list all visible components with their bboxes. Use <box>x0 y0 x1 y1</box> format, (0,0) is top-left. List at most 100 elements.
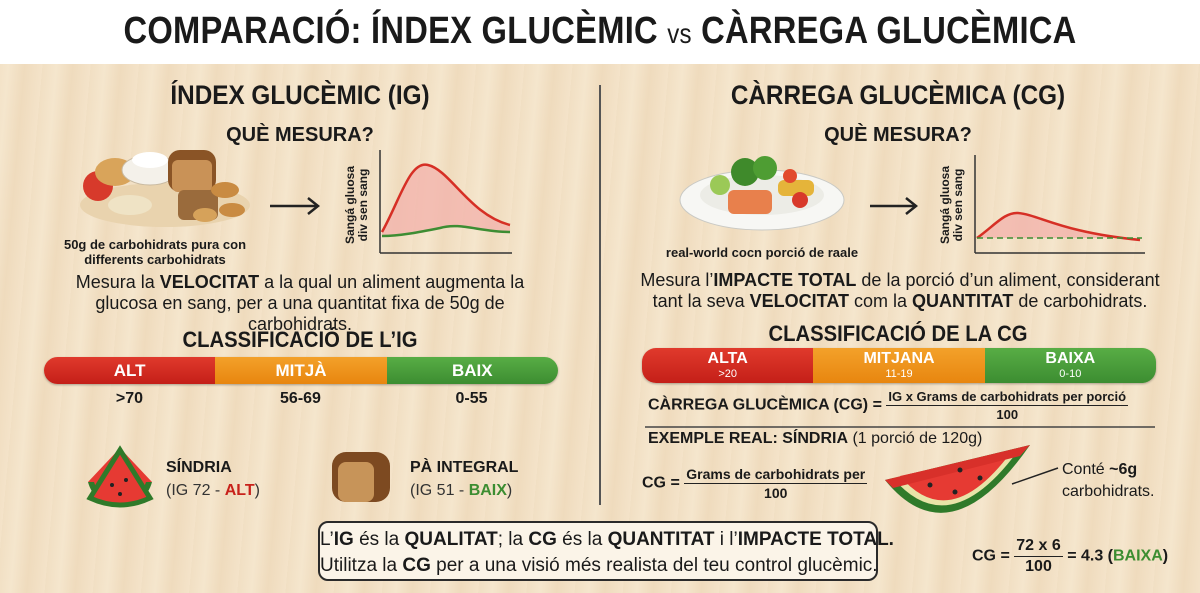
text: CG <box>402 555 431 576</box>
level-range: 0-55 <box>455 390 488 407</box>
classification-title: CLASSIFICACIÓ DE LA CG <box>768 321 1028 346</box>
shape <box>193 208 217 222</box>
text: com la <box>848 291 913 311</box>
shape <box>338 462 374 502</box>
text: Utilitza la <box>320 555 403 576</box>
denominator: 100 <box>764 485 788 501</box>
shape <box>753 156 777 180</box>
shape <box>132 152 168 168</box>
left-question: QUÈ MESURA? <box>226 124 374 146</box>
shape <box>731 158 759 186</box>
level-range: >70 <box>115 390 144 407</box>
text: BAIX <box>468 482 507 499</box>
image-caption: real-world cocn porció de raale <box>665 245 859 260</box>
text: (IG 51 - <box>410 482 469 499</box>
text: Mesura l’ <box>640 270 714 290</box>
shape <box>211 182 239 198</box>
level-label: MITJANA <box>863 350 935 367</box>
shape <box>110 483 114 487</box>
left-description: Mesura la VELOCITAT a la qual un aliment… <box>60 272 540 335</box>
numerator: 72 x 6 <box>1014 537 1063 557</box>
level-range: 11-19 <box>885 368 913 380</box>
example-detail: (IG 51 - BAIX) <box>410 482 512 500</box>
shape <box>118 492 122 496</box>
classification-bar: ALT MITJÀ BAIX <box>44 357 558 384</box>
title-left: COMPARACIÓ: ÍNDEX GLUCÈMIC <box>123 10 658 52</box>
image-caption: 50g de carbohidrats pura con differents … <box>63 237 247 267</box>
title-vs: vs <box>667 18 692 49</box>
classification-bar: ALTA >20 MITJANA 11-19 BAIXA 0-10 <box>642 348 1156 383</box>
text: ) <box>506 482 513 499</box>
text: = 4.3 ( <box>1067 547 1113 565</box>
shape <box>728 190 772 214</box>
right-description: Mesura l’IMPACTE TOTAL de la porció d’un… <box>640 270 1160 312</box>
shape <box>172 160 212 192</box>
formula-lhs: CÀRREGA GLUCÈMICA (CG) = <box>648 396 882 414</box>
shape <box>124 478 128 482</box>
level-label: ALTA <box>707 350 748 367</box>
shape <box>927 482 933 488</box>
fraction: Grams de carbohidrats per 100 <box>684 466 868 501</box>
text: per a una visió més realista del teu con… <box>430 555 878 576</box>
text: ~6g <box>1109 461 1138 478</box>
shape <box>792 192 808 208</box>
level-label: BAIXA <box>1045 350 1096 367</box>
shape <box>977 212 1140 240</box>
left-heading: ÍNDEX GLUCÈMIC (IG) <box>170 80 430 110</box>
watermelon-icon <box>86 445 154 508</box>
level: ALTA >20 <box>642 348 814 383</box>
text: de carbohidrats. <box>1013 291 1148 311</box>
result: CG = 72 x 6 100 = 4.3 (BAIXA) <box>972 537 1168 576</box>
text: és la <box>353 529 405 550</box>
shape <box>382 164 510 236</box>
title-right: CÀRREGA GLUCÈMICA <box>701 10 1077 52</box>
graph-axis-label: Sangá gluosa div sen sang <box>938 165 965 245</box>
glucose-graph-left <box>379 150 512 254</box>
shape <box>219 203 245 217</box>
formula-lhs: CG = <box>642 474 680 492</box>
text: IG <box>333 529 354 550</box>
text: EXEMPLE REAL: SÍNDRIA <box>648 430 849 447</box>
shape <box>710 175 730 195</box>
shape <box>905 197 919 215</box>
shape <box>380 163 511 233</box>
text: (IG 72 - <box>166 482 225 499</box>
text: QUALITAT <box>404 529 498 550</box>
carb-foods <box>80 150 250 227</box>
fraction: IG x Grams de carbohidrats per porció 100 <box>886 389 1129 422</box>
text: Conté <box>1062 461 1110 478</box>
example-name: PÀ INTEGRAL <box>410 459 519 476</box>
text: BAIXA <box>1113 547 1163 565</box>
text: QUANTITAT <box>912 291 1014 311</box>
right-question: QUÈ MESURA? <box>824 124 972 146</box>
summary-line: Utilitza la CG per a una visió més reali… <box>320 553 878 579</box>
shape <box>783 169 797 183</box>
example-formula: CG = Grams de carbohidrats per 100 <box>642 466 868 501</box>
text: ALT <box>224 482 255 499</box>
shape <box>977 475 983 481</box>
summary-line: L’IG és la QUALITAT; la CG és la QUANTIT… <box>320 527 894 553</box>
formula-lhs: CG = <box>972 547 1010 565</box>
text: (1 porció de 120g) <box>852 430 983 447</box>
shape <box>108 195 152 215</box>
text: Mesura la <box>75 272 160 292</box>
title-bar <box>0 0 1200 64</box>
example-title: EXEMPLE REAL: SÍNDRIA (1 porció de 120g) <box>648 430 982 448</box>
level: MITJANA 11-19 <box>813 348 985 383</box>
text: IMPACTE TOTAL <box>713 270 857 290</box>
callout: Conté ~6g carbohidrats. <box>1062 459 1155 503</box>
text: de la porció d’un aliment, considerant t… <box>652 270 1160 311</box>
arrow <box>870 197 919 215</box>
text: IMPACTE TOTAL. <box>737 529 894 550</box>
summary-box: L’IG és la QUALITAT; la CG és la QUANTIT… <box>318 521 894 581</box>
denominator: 100 <box>996 407 1019 422</box>
denominator: 100 <box>1025 558 1052 575</box>
example-name: SÍNDRIA <box>166 459 232 476</box>
classification-title: CLASSIFICACIÓ DE L’IG <box>182 327 418 352</box>
text: ) <box>254 482 260 499</box>
shape <box>381 224 511 238</box>
text: ; la <box>497 529 529 550</box>
